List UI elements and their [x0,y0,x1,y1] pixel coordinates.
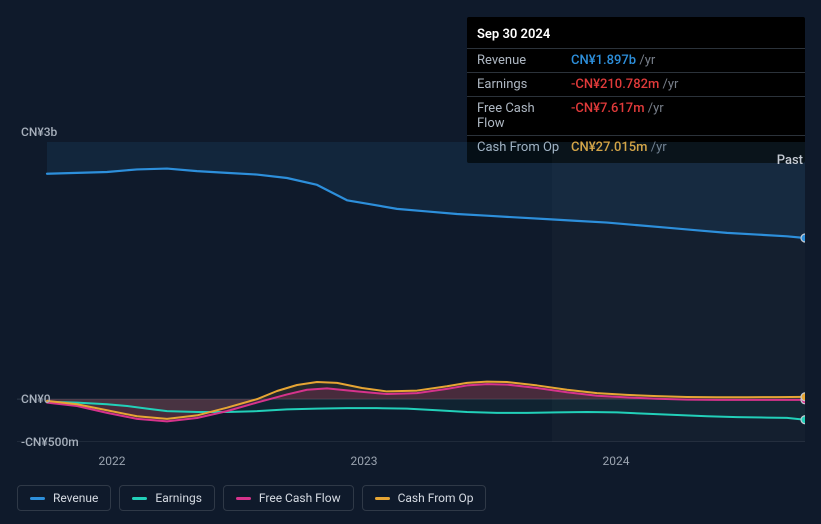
x-axis-label: 2024 [603,454,630,468]
x-axis-label: 2023 [351,454,378,468]
tooltip-row-suffix: /yr [663,77,679,92]
tooltip-row-label: Free Cash Flow [477,101,563,131]
legend-item-cfo[interactable]: Cash From Op [362,485,487,511]
legend-item-earnings[interactable]: Earnings [119,485,215,511]
legend-swatch [375,497,390,500]
tooltip-row: Earnings -CN¥210.782m /yr [467,72,805,96]
legend-item-revenue[interactable]: Revenue [17,485,111,511]
legend-label: Revenue [53,491,98,505]
tooltip-row: Free Cash Flow -CN¥7.617m /yr [467,96,805,135]
x-axis-label: 2022 [99,454,126,468]
cashflow-chart [17,142,805,442]
tooltip-row-suffix: /yr [648,101,664,116]
y-axis-label: -CN¥500m [21,435,79,449]
legend-item-fcf[interactable]: Free Cash Flow [223,485,354,511]
legend-swatch [236,497,251,500]
tooltip-date: Sep 30 2024 [467,23,805,48]
legend-swatch [30,497,45,500]
y-axis-label: CN¥3b [21,125,57,139]
legend-swatch [132,497,147,500]
tooltip-row-value: -CN¥7.617m [571,101,645,116]
legend: Revenue Earnings Free Cash Flow Cash From O… [17,485,486,511]
tooltip-row-suffix: /yr [639,53,655,68]
y-axis-label: CN¥0 [21,392,51,406]
tooltip-row-label: Revenue [477,53,563,68]
legend-label: Earnings [155,491,202,505]
tooltip-row: Revenue CN¥1.897b /yr [467,48,805,72]
tooltip-row-value: CN¥1.897b [571,53,636,68]
past-label: Past [777,153,803,168]
tooltip-row-value: -CN¥210.782m [571,77,659,92]
legend-label: Free Cash Flow [259,491,341,505]
chart-svg [17,142,805,442]
legend-label: Cash From Op [398,491,474,505]
tooltip-row-label: Earnings [477,77,563,92]
